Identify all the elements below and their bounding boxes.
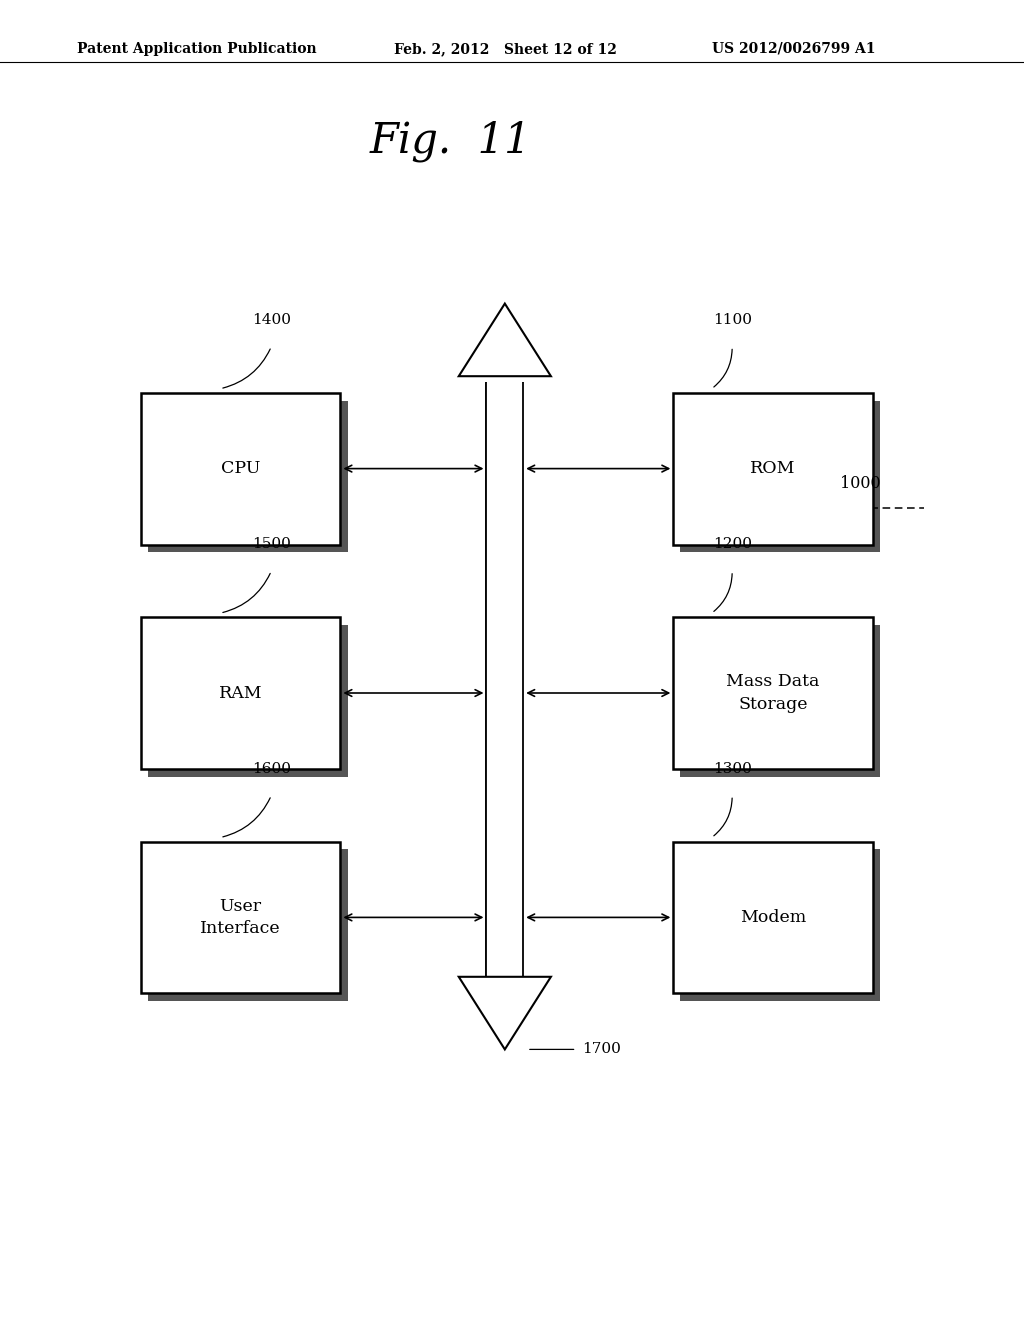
Bar <box>674 618 872 768</box>
Bar <box>680 401 880 552</box>
Text: 1400: 1400 <box>252 313 291 327</box>
Text: Mass Data
Storage: Mass Data Storage <box>726 673 820 713</box>
Bar <box>680 626 880 776</box>
Bar <box>140 842 340 993</box>
Text: 1000: 1000 <box>840 475 881 492</box>
Text: ROM: ROM <box>751 461 796 477</box>
Text: Patent Application Publication: Patent Application Publication <box>77 42 316 55</box>
Polygon shape <box>459 977 551 1049</box>
Text: Feb. 2, 2012   Sheet 12 of 12: Feb. 2, 2012 Sheet 12 of 12 <box>394 42 617 55</box>
Text: 1500: 1500 <box>252 537 291 552</box>
Text: 1300: 1300 <box>713 762 752 776</box>
Bar <box>140 393 340 544</box>
Text: Modem: Modem <box>740 909 806 925</box>
Bar <box>147 850 348 1001</box>
Bar <box>674 842 872 993</box>
Polygon shape <box>459 304 551 376</box>
Bar <box>674 393 872 544</box>
Text: US 2012/0026799 A1: US 2012/0026799 A1 <box>712 42 876 55</box>
Text: 1700: 1700 <box>582 1043 621 1056</box>
Bar <box>680 850 880 1001</box>
Bar <box>147 626 348 776</box>
Text: Fig.  11: Fig. 11 <box>370 120 531 162</box>
Bar <box>140 618 340 768</box>
Text: 1100: 1100 <box>713 313 752 327</box>
Text: CPU: CPU <box>221 461 260 477</box>
Text: 1200: 1200 <box>713 537 752 552</box>
Text: User
Interface: User Interface <box>201 898 281 937</box>
Bar <box>147 401 348 552</box>
Text: RAM: RAM <box>219 685 262 701</box>
Text: 1600: 1600 <box>252 762 291 776</box>
